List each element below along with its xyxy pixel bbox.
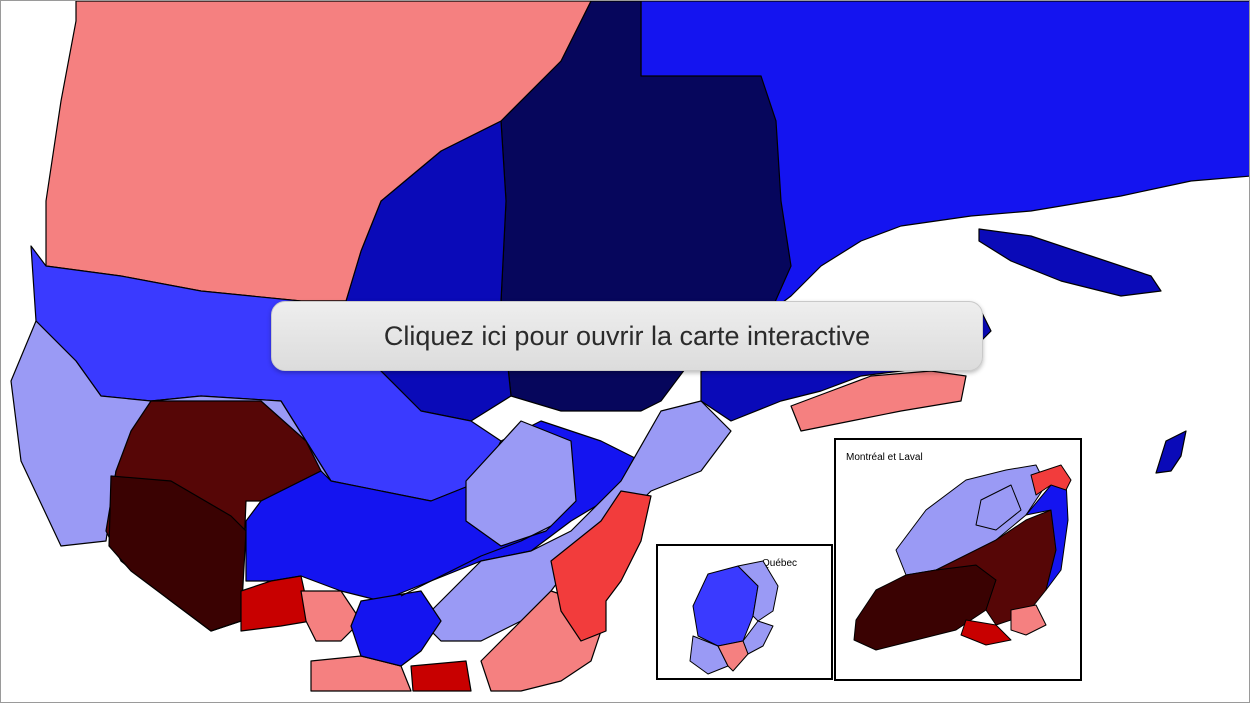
region-bottom-salmon[interactable]: [310, 655, 412, 692]
montreal-laval-map[interactable]: [836, 440, 1082, 681]
montreal-center-maroon[interactable]: [935, 509, 1057, 626]
anticosti-island[interactable]: [978, 228, 1162, 297]
region-south-east-red[interactable]: [550, 490, 652, 642]
montreal-south-salmon[interactable]: [1010, 604, 1047, 636]
region-bottom-red[interactable]: [410, 660, 472, 692]
inset-quebec-label: Québec: [762, 558, 798, 569]
qc-region-light-2[interactable]: [689, 635, 729, 675]
qc-region-light-1[interactable]: [737, 560, 779, 622]
open-interactive-map-button[interactable]: Cliquez ici pour ouvrir la carte interac…: [271, 301, 983, 371]
region-south-west-red[interactable]: [240, 575, 312, 632]
region-bottom-blue[interactable]: [350, 590, 442, 667]
st-lawrence-river: [400, 525, 552, 597]
montreal-light-pocket[interactable]: [975, 484, 1022, 531]
magdalen-islands[interactable]: [1155, 430, 1187, 474]
region-center-light[interactable]: [465, 420, 577, 547]
region-dark-maroon[interactable]: [108, 475, 247, 632]
region-gaspe-salmon[interactable]: [790, 370, 967, 432]
montreal-south-red[interactable]: [960, 619, 1012, 646]
montreal-red-strip[interactable]: [1030, 464, 1072, 496]
inset-montreal-label: Montréal et Laval: [846, 452, 923, 463]
quebec-city-map[interactable]: [658, 546, 833, 680]
region-south-west-salmon[interactable]: [300, 590, 362, 642]
qc-region-salmon[interactable]: [717, 640, 749, 672]
inset-quebec[interactable]: Québec: [656, 544, 833, 680]
inset-montreal-laval[interactable]: Montréal et Laval: [834, 438, 1082, 681]
